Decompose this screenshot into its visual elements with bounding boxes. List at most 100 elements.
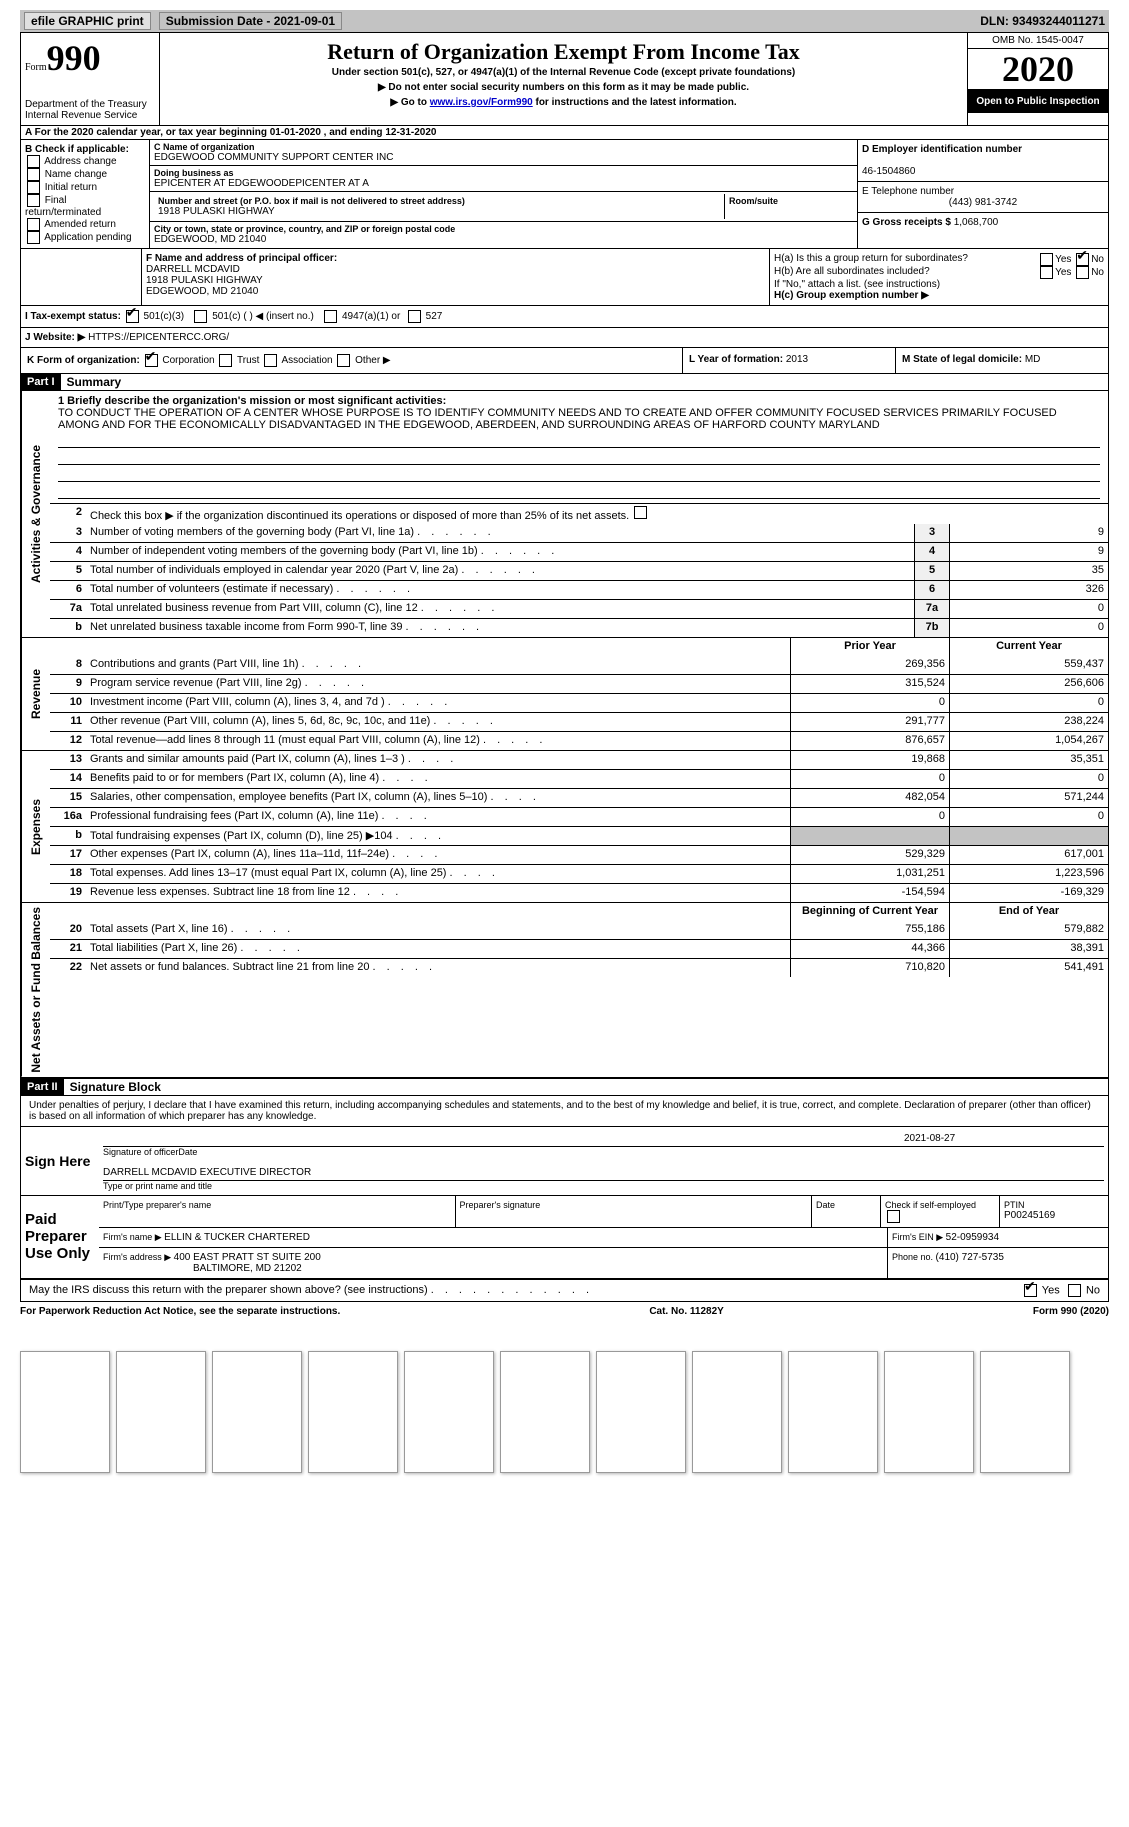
table-row: 7aTotal unrelated business revenue from … — [50, 599, 1108, 618]
dept-treasury: Department of the Treasury — [25, 99, 155, 110]
gross-receipts: 1,068,700 — [954, 217, 999, 228]
footer-mid: Cat. No. 11282Y — [649, 1306, 723, 1317]
thumbnail[interactable] — [212, 1351, 302, 1473]
officer-street: 1918 PULASKI HIGHWAY — [146, 275, 263, 286]
thumbnail[interactable] — [404, 1351, 494, 1473]
declaration-text: Under penalties of perjury, I declare th… — [21, 1096, 1108, 1126]
check-address[interactable] — [27, 155, 40, 168]
table-row: 3Number of voting members of the governi… — [50, 524, 1108, 542]
subtitle-2: ▶ Do not enter social security numbers o… — [164, 82, 963, 93]
website-value: HTTPS://EPICENTERCC.ORG/ — [88, 332, 229, 343]
header-right: OMB No. 1545-0047 2020 Open to Public In… — [967, 33, 1108, 125]
thumbnail[interactable] — [308, 1351, 398, 1473]
subtitle-1: Under section 501(c), 527, or 4947(a)(1)… — [164, 67, 963, 78]
thumbnail[interactable] — [884, 1351, 974, 1473]
side-netassets: Net Assets or Fund Balances — [21, 903, 50, 1077]
thumbnail[interactable] — [20, 1351, 110, 1473]
check-other[interactable] — [337, 354, 350, 367]
discuss-row: May the IRS discuss this return with the… — [20, 1279, 1109, 1302]
col-b-checkboxes: B Check if applicable: Address change Na… — [21, 140, 150, 248]
hc-label: H(c) Group exemption number ▶ — [774, 290, 1104, 301]
ein-value: 46-1504860 — [862, 166, 915, 177]
table-row: 17Other expenses (Part IX, column (A), l… — [50, 845, 1108, 864]
thumbnail[interactable] — [788, 1351, 878, 1473]
table-row: bNet unrelated business taxable income f… — [50, 618, 1108, 637]
side-governance: Activities & Governance — [21, 391, 50, 637]
check-pending[interactable] — [27, 231, 40, 244]
check-assoc[interactable] — [264, 354, 277, 367]
table-row: 21Total liabilities (Part X, line 26) . … — [50, 939, 1108, 958]
efile-graphic-button[interactable]: efile GRAPHIC print — [24, 12, 151, 30]
thumbnail[interactable] — [596, 1351, 686, 1473]
footer-left: For Paperwork Reduction Act Notice, see … — [20, 1306, 340, 1317]
dba-label: Doing business as — [154, 168, 234, 178]
signature-block: Under penalties of perjury, I declare th… — [20, 1096, 1109, 1279]
check-4947[interactable] — [324, 310, 337, 323]
page-thumbnails — [0, 1331, 1129, 1493]
sig-officer-label: Signature of officer — [103, 1147, 178, 1157]
h-note: If "No," attach a list. (see instruction… — [774, 279, 1104, 290]
table-row: 19Revenue less expenses. Subtract line 1… — [50, 883, 1108, 902]
type-name-value: DARRELL MCDAVID EXECUTIVE DIRECTOR — [103, 1167, 1104, 1178]
table-row: 22Net assets or fund balances. Subtract … — [50, 958, 1108, 977]
topbar: efile GRAPHIC print Submission Date - 20… — [20, 10, 1109, 32]
hb-yes[interactable] — [1040, 266, 1053, 279]
hb-no[interactable] — [1076, 266, 1089, 279]
f-label: F Name and address of principal officer: — [146, 253, 337, 264]
section-bcdeg: B Check if applicable: Address change Na… — [20, 140, 1109, 249]
check-trust[interactable] — [219, 354, 232, 367]
table-row: 18Total expenses. Add lines 13–17 (must … — [50, 864, 1108, 883]
check-527[interactable] — [408, 310, 421, 323]
part2-title: Signature Block — [64, 1080, 161, 1094]
header-left: Form990 Department of the Treasury Inter… — [21, 33, 160, 125]
irs-link[interactable]: www.irs.gov/Form990 — [430, 97, 533, 108]
discuss-yes[interactable] — [1024, 1284, 1037, 1297]
table-row: 14Benefits paid to or for members (Part … — [50, 769, 1108, 788]
mission-text: TO CONDUCT THE OPERATION OF A CENTER WHO… — [58, 407, 1100, 431]
thumbnail[interactable] — [980, 1351, 1070, 1473]
open-inspection: Open to Public Inspection — [968, 90, 1108, 113]
table-row: 10Investment income (Part VIII, column (… — [50, 693, 1108, 712]
part2-badge: Part II — [21, 1079, 64, 1095]
page-footer: For Paperwork Reduction Act Notice, see … — [20, 1302, 1109, 1321]
check-initial[interactable] — [27, 181, 40, 194]
check-name[interactable] — [27, 168, 40, 181]
side-revenue: Revenue — [21, 638, 50, 750]
form-header: Form990 Department of the Treasury Inter… — [20, 32, 1109, 126]
ha-yes[interactable] — [1040, 253, 1053, 266]
table-row: 6Total number of volunteers (estimate if… — [50, 580, 1108, 599]
col-d-ein: D Employer identification number 46-1504… — [857, 140, 1108, 248]
col-c-org-info: C Name of organization EDGEWOOD COMMUNIT… — [150, 140, 857, 248]
check-corp[interactable] — [145, 354, 158, 367]
check-amended[interactable] — [27, 218, 40, 231]
col-f-officer: F Name and address of principal officer:… — [142, 249, 770, 305]
footer-right: Form 990 (2020) — [1033, 1306, 1109, 1317]
check-501c3[interactable] — [126, 310, 139, 323]
section-fh: F Name and address of principal officer:… — [20, 249, 1109, 306]
header-center: Return of Organization Exempt From Incom… — [160, 33, 967, 125]
table-row: bTotal fundraising expenses (Part IX, co… — [50, 826, 1108, 845]
table-row: 15Salaries, other compensation, employee… — [50, 788, 1108, 807]
officer-name: DARRELL MCDAVID — [146, 264, 240, 275]
table-row: 20Total assets (Part X, line 16) . . . .… — [50, 921, 1108, 939]
table-row: 11Other revenue (Part VIII, column (A), … — [50, 712, 1108, 731]
thumbnail[interactable] — [116, 1351, 206, 1473]
check-final[interactable] — [27, 194, 40, 207]
paid-prep-label: Paid Preparer Use Only — [21, 1196, 99, 1278]
date-label: Date — [178, 1147, 197, 1157]
side-expenses: Expenses — [21, 751, 50, 902]
org-name: EDGEWOOD COMMUNITY SUPPORT CENTER INC — [154, 152, 393, 163]
submission-date: Submission Date - 2021-09-01 — [159, 12, 342, 30]
check-501c[interactable] — [194, 310, 207, 323]
table-row: 16aProfessional fundraising fees (Part I… — [50, 807, 1108, 826]
check-self-employed[interactable] — [887, 1210, 900, 1223]
ha-no[interactable] — [1076, 253, 1089, 266]
check-discontinued[interactable] — [634, 506, 647, 519]
table-row: 5Total number of individuals employed in… — [50, 561, 1108, 580]
tax-year: 2020 — [968, 49, 1108, 90]
thumbnail[interactable] — [692, 1351, 782, 1473]
thumbnail[interactable] — [500, 1351, 590, 1473]
city-label: City or town, state or province, country… — [154, 224, 455, 234]
discuss-no[interactable] — [1068, 1284, 1081, 1297]
part1-badge: Part I — [21, 374, 61, 390]
